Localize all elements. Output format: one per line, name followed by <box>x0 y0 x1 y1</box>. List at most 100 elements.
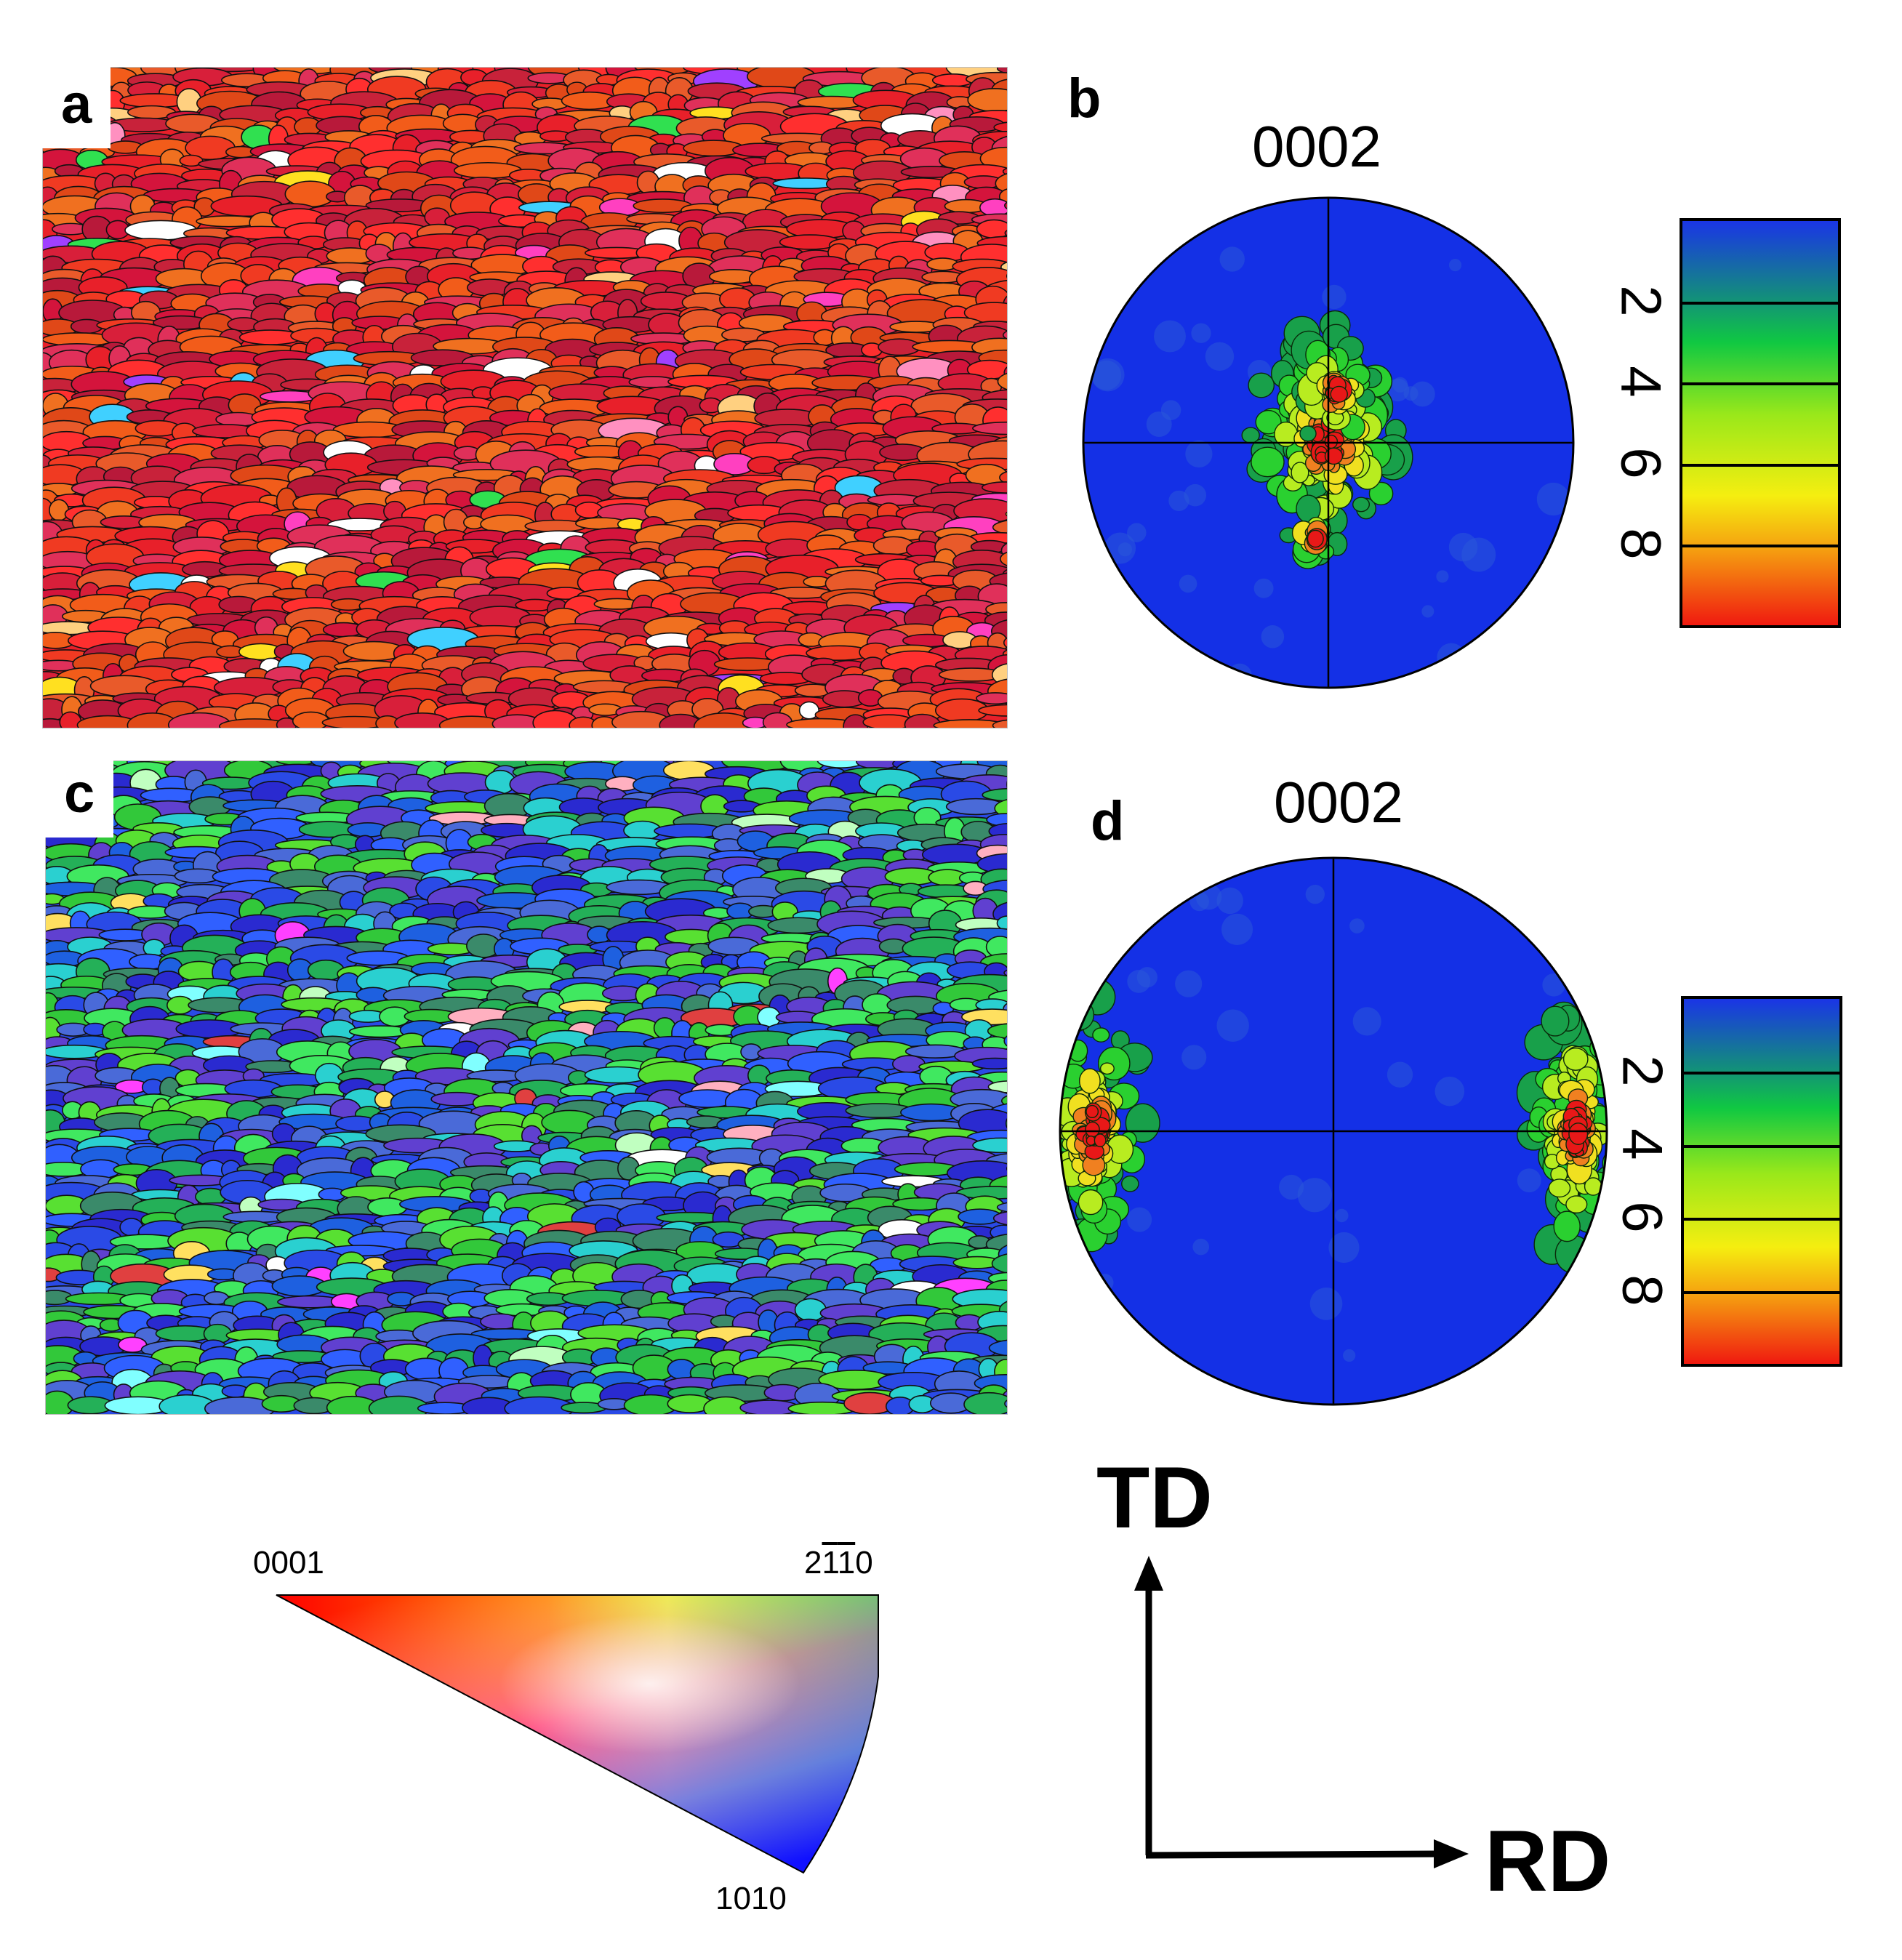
intensity-contour <box>1368 481 1394 506</box>
colorbar-boundary <box>1684 1072 1839 1075</box>
intensity-blob <box>1219 246 1245 272</box>
intensity-blob <box>1591 992 1607 1019</box>
intensity-contour <box>1255 409 1282 435</box>
intensity-blob <box>1091 360 1122 390</box>
intensity-contour <box>1602 1149 1607 1178</box>
ipf-color-key <box>269 1589 887 1880</box>
intensity-contour <box>1099 1062 1115 1075</box>
intensity-contour <box>1078 1189 1104 1216</box>
intensity-blob <box>1436 570 1449 583</box>
intensity-contour <box>1086 1104 1099 1119</box>
intensity-blob <box>1542 973 1565 997</box>
grain <box>1004 201 1007 209</box>
intensity-blob <box>1517 1168 1541 1193</box>
grain <box>996 68 1007 74</box>
panel-label-b: b <box>1067 68 1102 129</box>
intensity-blob <box>1279 1174 1304 1200</box>
colorbar-boundary <box>1684 1218 1839 1221</box>
grain <box>971 1057 1007 1070</box>
intensity-blob <box>1253 578 1274 598</box>
grain <box>1000 551 1007 566</box>
panel-label-c: c <box>45 756 114 838</box>
intensity-blob <box>1536 482 1570 516</box>
axis-label-rd: RD <box>1485 1812 1611 1910</box>
intensity-blob <box>1349 918 1365 933</box>
intensity-blob <box>1175 970 1203 997</box>
grain <box>891 1055 926 1073</box>
ipf-label-0001: 0001 <box>253 1545 324 1581</box>
pole-figure-d <box>1057 855 1610 1407</box>
colorbar-boundary <box>1682 463 1838 467</box>
intensity-contour <box>1581 995 1604 1017</box>
colorbar-tick-label: 2 <box>1610 1055 1675 1088</box>
intensity-blob <box>1091 1373 1113 1395</box>
panel-label-d: d <box>1091 790 1125 852</box>
intensity-contour <box>1568 1122 1589 1145</box>
colorbar-tick-label: 8 <box>1610 1274 1675 1306</box>
intensity-contour <box>1565 1195 1588 1214</box>
intensity-contour <box>1602 1052 1607 1080</box>
intensity-contour <box>1553 1210 1581 1242</box>
intensity-blob <box>1213 678 1228 688</box>
ipf-label-2-1-1-0: 2110 <box>804 1545 873 1581</box>
grain <box>972 1137 1007 1154</box>
intensity-contour <box>1079 979 1116 1016</box>
intensity-blob <box>1205 342 1235 371</box>
intensity-contour <box>1307 529 1324 548</box>
axis-label-td: TD <box>1096 1449 1213 1546</box>
panel-label-a: a <box>42 67 111 148</box>
grain <box>963 1391 1007 1414</box>
grain <box>976 219 1007 239</box>
colorbar-boundary <box>1682 302 1838 305</box>
intensity-blob <box>1152 205 1176 230</box>
intensity-blob <box>1328 1232 1360 1264</box>
pole-figure-b <box>1080 195 1576 691</box>
intensity-contour <box>1562 1048 1589 1071</box>
intensity-blob <box>1335 1208 1349 1223</box>
grain <box>992 719 1007 728</box>
intensity-blob <box>1410 381 1435 407</box>
grain <box>1003 637 1007 648</box>
grain <box>995 173 1007 194</box>
colorbar-boundary <box>1684 1290 1839 1294</box>
intensity-contour <box>1079 1068 1101 1094</box>
grain <box>292 711 330 728</box>
grain <box>987 1023 1007 1039</box>
intensity-contour <box>1125 1103 1160 1143</box>
grain <box>978 704 1007 717</box>
grain <box>49 499 70 521</box>
colorbar-gradient <box>1684 999 1839 1364</box>
grain <box>997 372 1007 390</box>
intensity-blob <box>1297 1178 1332 1213</box>
grain <box>1004 1399 1007 1408</box>
colorbar-tick-label: 4 <box>1609 366 1674 398</box>
ebsd-map-a <box>42 67 1008 728</box>
intensity-blob <box>1064 1358 1087 1381</box>
intensity-blob <box>1560 880 1583 902</box>
intensity-contour <box>1092 1027 1110 1043</box>
intensity-blob <box>1185 440 1213 468</box>
intensity-blob <box>1127 523 1147 542</box>
pole-figure-title-b: 0002 <box>1252 114 1381 179</box>
intensity-blob <box>1154 320 1186 353</box>
intensity-blob <box>1555 201 1573 220</box>
grain <box>1000 1095 1007 1106</box>
intensity-blob <box>1179 574 1197 593</box>
grain <box>999 470 1007 484</box>
intensity-blob <box>1083 286 1115 319</box>
grain <box>794 1298 827 1322</box>
intensity-contour <box>1554 1234 1592 1274</box>
intensity-contour <box>1299 425 1317 442</box>
grain <box>367 1197 408 1217</box>
pole-figure-rim <box>1082 196 1575 689</box>
grain <box>992 1211 1007 1226</box>
grain <box>1002 167 1007 176</box>
intensity-contour <box>1324 434 1339 449</box>
grain <box>1003 1035 1007 1047</box>
intensity-contour <box>1291 462 1309 483</box>
intensity-blob <box>1448 532 1478 562</box>
colorbar-tick-label: 8 <box>1609 528 1674 560</box>
intensity-blob <box>1392 377 1408 393</box>
intensity-contour <box>1248 372 1275 398</box>
intensity-blob <box>1559 885 1584 910</box>
